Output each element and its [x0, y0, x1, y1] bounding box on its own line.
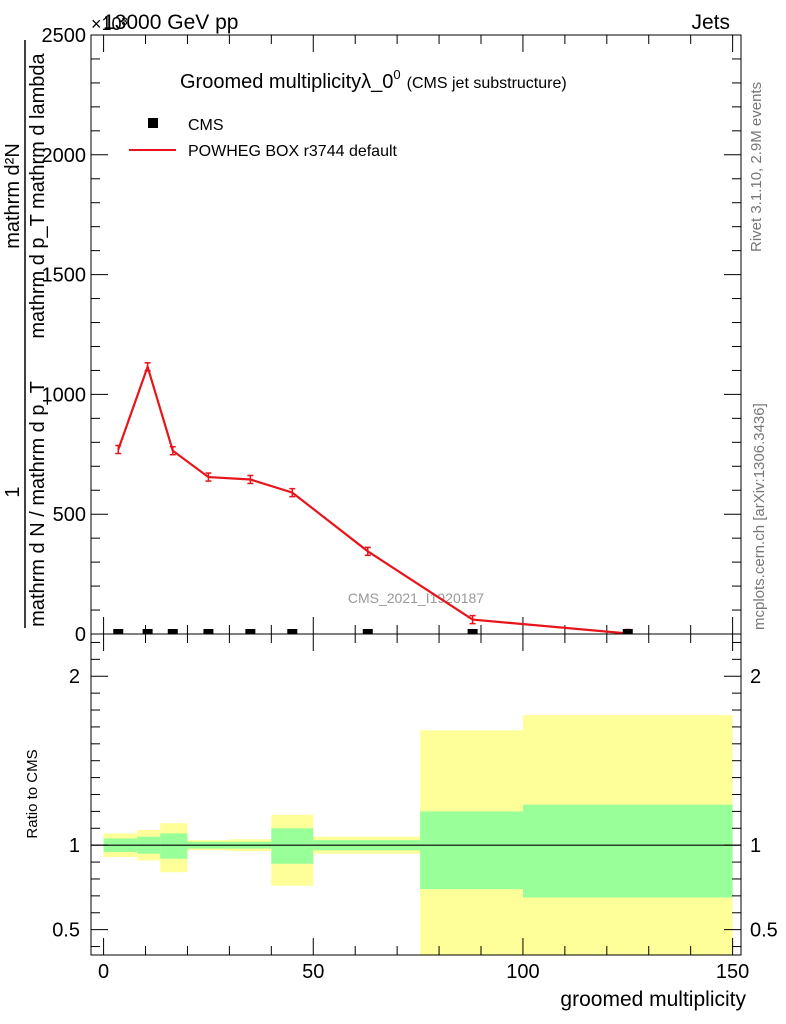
cms-point: [287, 629, 298, 634]
chart-title: Groomed multiplicityλ_00 (CMS jet substru…: [180, 67, 567, 93]
ratio-stat-band: [420, 811, 523, 890]
ratio-xtick-label: 0: [98, 961, 109, 983]
main-ytick-label: 500: [53, 504, 86, 526]
cms-point: [113, 629, 124, 634]
ratio-bands: [103, 715, 733, 955]
ratio-xtick-label: 50: [302, 961, 324, 983]
chart-subtitle: (CMS jet substructure): [407, 75, 567, 92]
x-axis-label: groomed multiplicity: [560, 988, 746, 1011]
scale-label: ×10³: [91, 14, 128, 34]
legend-marker-cms: [148, 118, 158, 128]
chart-title-main: Groomed multiplicityλ_0: [180, 71, 393, 93]
rivet-label: Rivet 3.1.10, 2.9M events: [748, 82, 765, 252]
cms-series: [113, 629, 633, 634]
ratio-ytick-label-right: 1: [750, 835, 761, 857]
ratio-x-axis: 0 50 100 150: [98, 634, 749, 983]
ratio-stat-band: [271, 828, 314, 864]
main-plot: 0 500 1000 1500 2000 2500 CMS_2021_I1920187 G…: [2, 25, 742, 646]
cms-point: [362, 629, 373, 634]
mcplots-label: mcplots.cern.ch [arXiv:1306.3436]: [751, 403, 768, 630]
ratio-xtick-label: 100: [506, 961, 539, 983]
ratio-stat-band: [522, 804, 733, 898]
cms-point: [203, 629, 214, 634]
ratio-plot: 0.5 0.5 1 1 2 2 0 50 100 150 Ratio to CMS groome…: [24, 633, 778, 1011]
main-ytick-label: 0: [75, 624, 86, 646]
cms-point: [622, 629, 633, 634]
energy-label: 13000 GeV pp: [103, 11, 238, 34]
main-ytick-label: 2500: [42, 25, 87, 47]
chart-title-sup: 0: [393, 67, 400, 82]
y-label-numerator: mathrm d²N: [2, 143, 24, 249]
main-y-label: 1 mathrm d N / mathrm d p_T mathrm d²N m…: [2, 40, 49, 628]
main-ytick-label: 2000: [42, 145, 87, 167]
category-label: Jets: [691, 11, 730, 34]
ratio-y-label: Ratio to CMS: [24, 749, 41, 838]
legend-label-mc: POWHEG BOX r3744 default: [188, 143, 398, 160]
cms-point: [142, 629, 153, 634]
ratio-ytick-label-right: 0.5: [750, 920, 778, 942]
cms-point: [245, 629, 256, 634]
legend: CMS POWHEG BOX r3744 default: [129, 117, 398, 160]
mc-series: [115, 362, 631, 634]
main-y-axis: 0 500 1000 1500 2000 2500: [42, 25, 741, 646]
watermark: CMS_2021_I1920187: [348, 590, 484, 606]
ratio-ytick-label: 0.5: [52, 920, 80, 942]
ratio-xtick-label: 150: [716, 961, 749, 983]
main-ytick-label: 1500: [42, 265, 87, 287]
y-label-prefix-denominator: mathrm d N / mathrm d p_T: [27, 381, 49, 627]
legend-label-cms: CMS: [188, 117, 224, 134]
y-label-denominator: mathrm d p_T mathrm d lambda: [27, 52, 49, 338]
cms-point: [467, 629, 478, 634]
y-label-prefix: 1: [2, 486, 24, 497]
ratio-ytick-label: 2: [69, 666, 80, 688]
cms-point: [167, 629, 178, 634]
ratio-ytick-label-right: 2: [750, 666, 761, 688]
ratio-stat-band: [160, 833, 188, 859]
ratio-y-axis: 0.5 0.5 1 1 2 2: [52, 641, 778, 948]
main-ytick-label: 1000: [42, 384, 87, 406]
ratio-ytick-label: 1: [69, 835, 80, 857]
